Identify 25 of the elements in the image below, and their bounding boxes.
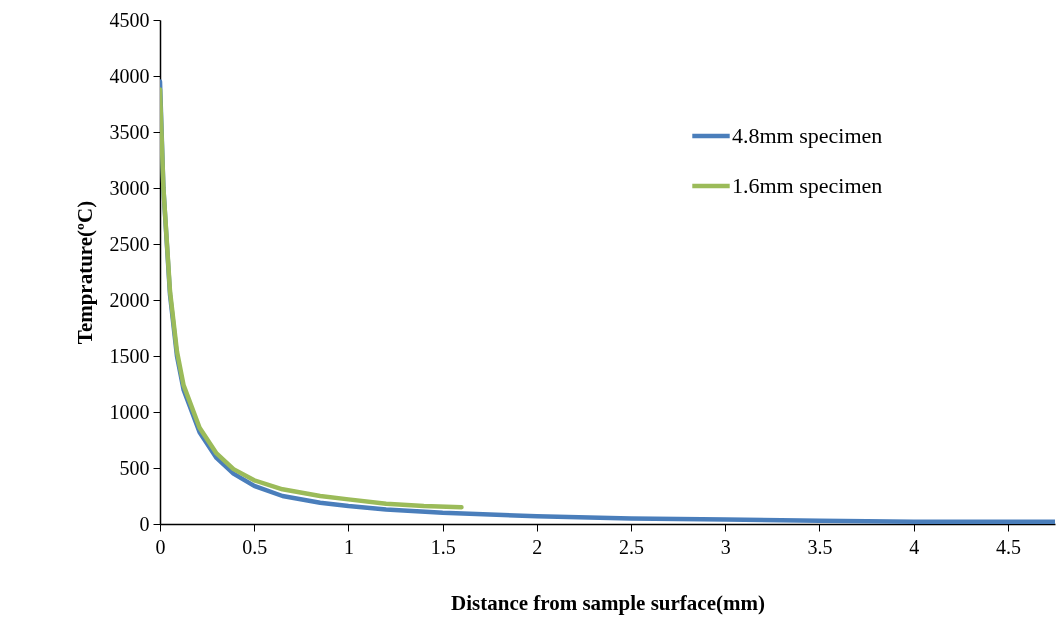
y-tick-label: 3500 [109,120,150,143]
y-tick-label: 4000 [109,64,150,87]
y-tick-label: 4500 [109,8,150,31]
x-tick-label: 0 [155,535,166,558]
x-tick-label: 0.5 [242,535,268,558]
x-axis-title: Distance from sample surface(mm) [451,590,765,615]
y-tick-label: 2000 [109,288,150,311]
x-tick-label: 2.5 [619,535,645,558]
legend-label: 1.6mm specimen [732,173,883,198]
legend-label: 4.8mm specimen [732,123,883,148]
y-axis-title: Temprature(ºC) [72,200,97,345]
y-tick-label: 2500 [109,232,150,255]
x-tick-label: 4.5 [995,535,1021,558]
y-tick-label: 0 [139,512,150,535]
x-tick-label: 3.5 [807,535,833,558]
y-tick-label: 3000 [109,176,150,199]
y-tick-label: 500 [119,456,150,479]
x-tick-label: 4 [909,535,920,558]
y-tick-label: 1500 [109,344,150,367]
x-tick-label: 1 [343,535,354,558]
line-series [160,87,464,510]
x-tick-label: 1.5 [430,535,456,558]
y-tick-label: 1000 [109,400,150,423]
x-tick-label: 3 [720,535,731,558]
x-tick-label: 2 [532,535,543,558]
